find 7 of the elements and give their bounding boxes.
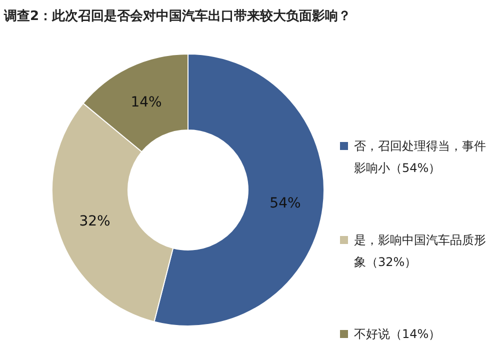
legend-label: 是，影响中国汽车品质形象（32%） [354,233,486,269]
data-label: 14% [130,94,162,110]
legend-label: 不好说（14%） [354,327,441,341]
data-label: 32% [79,213,110,230]
legend-label: 否，召回处理得当，事件影响小（54%） [354,139,486,175]
data-label: 54% [270,195,301,212]
chart-title: 调查2：此次召回是否会对中国汽车出口带来较大负面影响？ [3,8,352,24]
